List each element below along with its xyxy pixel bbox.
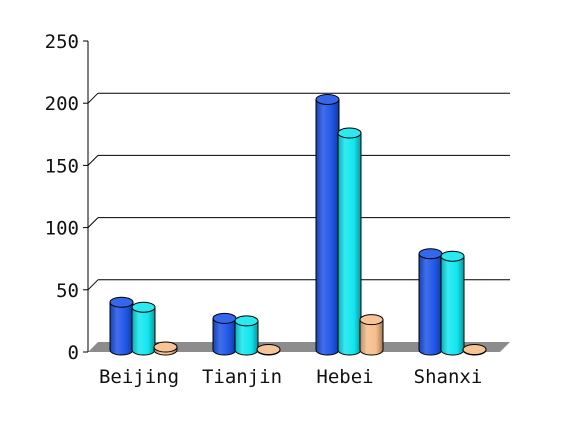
bar-top bbox=[337, 127, 362, 139]
bar-beijing-s3 bbox=[153, 341, 178, 356]
chart-floor bbox=[88, 342, 510, 352]
bar-body bbox=[418, 253, 443, 356]
y-axis bbox=[83, 40, 89, 353]
y-tick-label: 150 bbox=[45, 155, 79, 177]
bar-top bbox=[234, 315, 259, 327]
y-tick-label: 250 bbox=[45, 31, 79, 53]
bar-body bbox=[109, 301, 134, 356]
bar-top bbox=[153, 341, 178, 353]
bar-top bbox=[418, 248, 443, 260]
x-tick-label: Beijing bbox=[99, 366, 179, 388]
y-tick-label: 50 bbox=[56, 280, 79, 302]
gridline-depth bbox=[87, 217, 99, 228]
x-tick-label: Shanxi bbox=[414, 366, 483, 388]
bar-beijing-s2 bbox=[131, 301, 156, 356]
bar-top bbox=[462, 344, 487, 356]
gridline-depth bbox=[87, 92, 99, 104]
y-tick-label: 0 bbox=[68, 342, 79, 364]
bar-body bbox=[337, 132, 362, 356]
bar-beijing-s1 bbox=[109, 296, 134, 356]
bar-shanxi-s1 bbox=[418, 248, 443, 356]
bar-hebei-s1 bbox=[315, 93, 340, 356]
bar-tianjin-s3 bbox=[256, 344, 281, 356]
axis-labels: 0 50 100 150 200 250 Beijing Tianjin Hebei Shanxi bbox=[45, 31, 483, 388]
bar-top bbox=[131, 301, 156, 313]
bars bbox=[109, 93, 487, 356]
bar-hebei-s3 bbox=[359, 314, 384, 356]
bar-top bbox=[256, 344, 281, 356]
x-tick-label: Tianjin bbox=[202, 366, 282, 388]
y-tick-label: 100 bbox=[45, 218, 79, 240]
x-tick-label: Hebei bbox=[316, 366, 373, 388]
bar-top bbox=[359, 314, 384, 326]
bar-body bbox=[315, 98, 340, 356]
bar-body bbox=[359, 319, 384, 356]
bar-hebei-s2 bbox=[337, 127, 362, 356]
chart-floor-plane bbox=[88, 342, 510, 352]
bar-top bbox=[315, 93, 340, 105]
bar-shanxi-s2 bbox=[440, 250, 465, 356]
bar-top bbox=[212, 312, 237, 324]
y-tick-label: 200 bbox=[45, 93, 79, 115]
bar-body bbox=[131, 306, 156, 356]
bar-top bbox=[109, 296, 134, 308]
bar-top bbox=[440, 250, 465, 262]
gridline-depth bbox=[87, 279, 99, 291]
bar-tianjin-s1 bbox=[212, 312, 237, 356]
gridline-depth bbox=[87, 155, 99, 166]
bar-body bbox=[440, 255, 465, 356]
bar-tianjin-s2 bbox=[234, 315, 259, 356]
bar-shanxi-s3 bbox=[462, 344, 487, 356]
